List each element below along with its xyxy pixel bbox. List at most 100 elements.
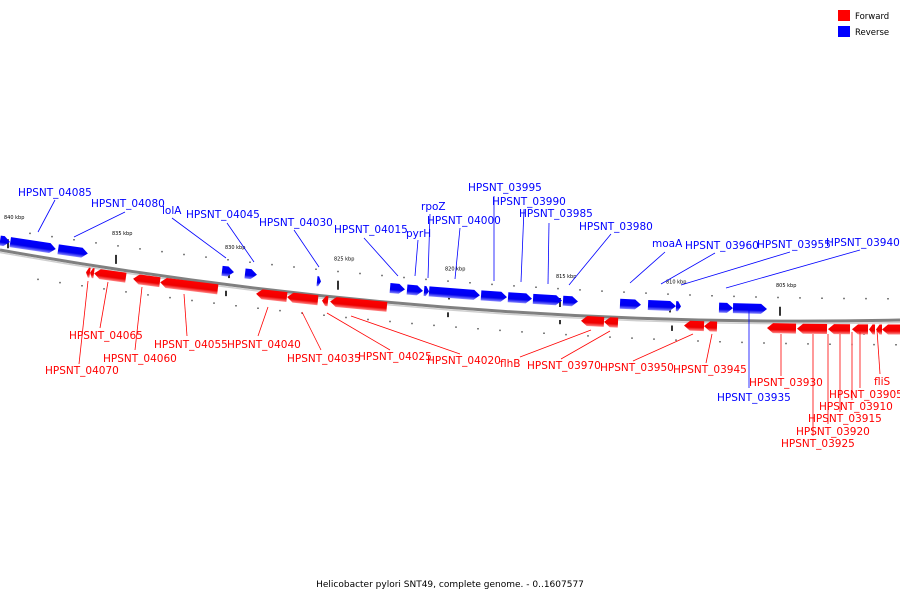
gene-arrow-fwd xyxy=(581,316,605,327)
leader-line xyxy=(629,251,666,284)
leader-line xyxy=(725,249,861,289)
scale-tick-label-815: 815 kbp xyxy=(556,274,576,280)
gene-label-hpsnt-04025: HPSNT_04025 xyxy=(326,312,432,363)
gene-label-hpsnt-04045: HPSNT_04045 xyxy=(186,209,260,263)
gene-arrow-rev xyxy=(57,244,88,258)
gene-label-hpsnt-04055: HPSNT_04055 xyxy=(154,293,228,351)
gene-arrow-fwd xyxy=(287,292,319,306)
forward-gene-glyph xyxy=(869,324,876,335)
gene-label-hpsnt-03915: HPSNT_03915 xyxy=(808,334,882,425)
reverse-gene-glyph xyxy=(406,284,423,296)
forward-gene-glyph xyxy=(852,324,869,335)
gene-label-moaa: moaA xyxy=(629,238,683,284)
leader-line xyxy=(350,315,461,355)
gene-arrow-rev xyxy=(732,303,767,314)
gene-name: HPSNT_04000 xyxy=(427,215,501,227)
gene-label-hpsnt-04000: HPSNT_04000 xyxy=(427,215,501,280)
gene-name: HPSNT_03970 xyxy=(527,360,601,372)
gene-name: HPSNT_04035 xyxy=(287,353,361,365)
forward-gene-glyph xyxy=(767,323,797,334)
leader-line xyxy=(293,229,320,268)
leader-line xyxy=(37,199,56,233)
reverse-gene-glyph xyxy=(562,295,578,307)
scale-tick-label-840: 840 kbp xyxy=(4,215,24,221)
gene-label-flhb: flhB xyxy=(500,329,592,370)
gene-arrow-fwd xyxy=(94,269,127,283)
gene-features xyxy=(0,235,900,335)
gene-arrow-rev xyxy=(9,237,56,254)
leader-line xyxy=(301,311,322,351)
gene-arrow-fwd xyxy=(256,289,288,303)
gene-name: lolA xyxy=(162,205,182,217)
legend-reverse-label: Reverse xyxy=(855,28,889,38)
gene-arrow-rev xyxy=(532,293,562,306)
gene-label-hpsnt-03990: HPSNT_03990 xyxy=(492,196,566,283)
gene-label-hpsnt-03930: HPSNT_03930 xyxy=(749,334,823,389)
leader-line xyxy=(183,293,188,337)
leader-line xyxy=(427,213,431,279)
legend-swatch-reverse xyxy=(838,26,850,37)
gene-arrow-fwd xyxy=(869,324,876,335)
gene-arrow-rev xyxy=(316,276,321,287)
gene-name: HPSNT_04020 xyxy=(427,355,501,367)
gene-name: HPSNT_04055 xyxy=(154,339,228,351)
gene-label-hpsnt-03905: HPSNT_03905 xyxy=(829,332,900,401)
gene-name: HPSNT_03935 xyxy=(717,392,791,404)
forward-gene-glyph xyxy=(828,324,851,335)
gene-name: moaA xyxy=(652,238,683,250)
gene-label-hpsnt-03955: HPSNT_03955 xyxy=(680,239,831,286)
gene-arrow-fwd xyxy=(684,320,705,332)
gene-arrow-fwd xyxy=(852,324,869,335)
forward-gene-glyph xyxy=(330,297,388,312)
gene-label-lola: lolA xyxy=(162,205,227,259)
leader-line xyxy=(705,333,713,364)
gene-label-rpoz: rpoZ xyxy=(421,201,446,279)
legend-swatch-forward xyxy=(838,10,850,21)
forward-gene-glyph xyxy=(684,320,705,332)
gene-label-hpsnt-03985: HPSNT_03985 xyxy=(519,208,593,285)
gene-label-hpsnt-04080: HPSNT_04080 xyxy=(73,198,165,238)
leader-line xyxy=(171,217,227,259)
leader-line xyxy=(99,281,109,329)
gene-arrow-rev xyxy=(675,301,681,312)
gene-label-hpsnt-04030: HPSNT_04030 xyxy=(259,217,333,268)
gene-arrow-rev xyxy=(619,298,641,310)
gene-name: HPSNT_03960 xyxy=(685,240,759,252)
gene-name: HPSNT_03985 xyxy=(519,208,593,220)
gene-label-hpsnt-04065: HPSNT_04065 xyxy=(69,281,143,342)
gene-arrow-rev xyxy=(423,285,429,297)
gene-arrow-rev xyxy=(221,265,234,277)
forward-gene-glyph xyxy=(581,316,605,327)
scale-tick-label-810: 810 kbp xyxy=(666,279,686,285)
gene-arrow-rev xyxy=(428,286,480,300)
gene-arrow-rev xyxy=(507,292,532,304)
gene-name: HPSNT_04060 xyxy=(103,353,177,365)
gene-arrow-fwd xyxy=(876,324,883,335)
gene-name: HPSNT_04015 xyxy=(334,224,408,236)
gene-arrow-rev xyxy=(647,300,676,311)
gene-arrow-fwd xyxy=(86,267,91,278)
gene-arrow-rev xyxy=(0,235,10,247)
leader-line xyxy=(876,329,881,375)
forward-gene-glyph xyxy=(704,321,718,332)
leader-line xyxy=(568,233,612,286)
genome-backbone-shadow xyxy=(0,251,900,325)
reverse-gene-glyph xyxy=(647,300,676,311)
gene-name: HPSNT_04080 xyxy=(91,198,165,210)
reverse-gene-glyph xyxy=(9,237,56,254)
gene-label-hpsnt-03945: HPSNT_03945 xyxy=(673,333,747,376)
gene-name: HPSNT_03945 xyxy=(673,364,747,376)
gene-name: HPSNT_04070 xyxy=(45,365,119,377)
reverse-gene-glyph xyxy=(389,283,405,294)
reverse-gene-glyph xyxy=(619,298,641,310)
reverse-gene-glyph xyxy=(316,276,321,287)
gene-label-hpsnt-03920: HPSNT_03920 xyxy=(796,334,870,438)
scale-tick-label-830: 830 kbp xyxy=(225,245,245,251)
leader-line xyxy=(226,222,255,263)
gene-label-hpsnt-03935: HPSNT_03935 xyxy=(717,304,791,404)
forward-gene-glyph xyxy=(797,323,828,335)
reverse-gene-glyph xyxy=(532,293,562,306)
forward-gene-glyph xyxy=(133,274,161,288)
gene-label-hpsnt-03925: HPSNT_03925 xyxy=(781,334,855,450)
gene-arrow-fwd xyxy=(90,268,95,279)
